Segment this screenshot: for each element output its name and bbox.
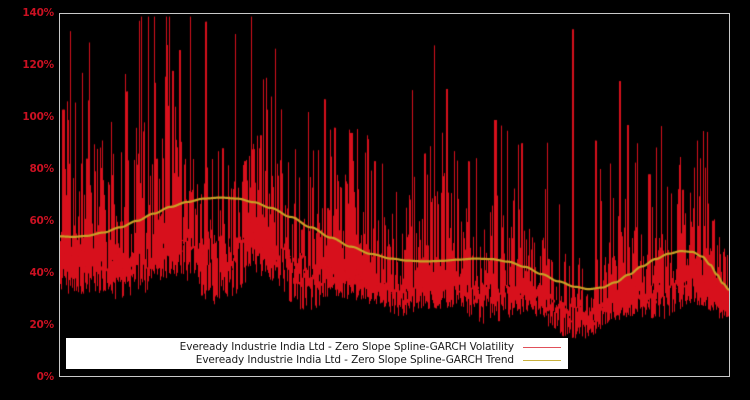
y-tick-label-80: 80% (29, 163, 54, 175)
legend-item-trend: Eveready Industrie India Ltd - Zero Slop… (67, 354, 567, 367)
y-tick-label-100: 100% (22, 111, 54, 123)
chart-plot-canvas (60, 14, 729, 376)
y-tick-label-40: 40% (29, 267, 54, 279)
chart-legend: Eveready Industrie India Ltd - Zero Slop… (66, 338, 568, 369)
y-tick-label-20: 20% (29, 319, 54, 331)
legend-swatch-volatility-icon (523, 346, 561, 348)
y-axis-tick-labels: 0% 20% 40% 60% 80% 100% 120% 140% (0, 0, 54, 400)
y-tick-label-0: 0% (36, 371, 55, 383)
legend-label-trend: Eveready Industrie India Ltd - Zero Slop… (195, 353, 514, 366)
y-tick-label-120: 120% (22, 59, 54, 71)
legend-item-volatility: Eveready Industrie India Ltd - Zero Slop… (67, 341, 567, 354)
legend-swatch-trend-icon (523, 359, 561, 361)
legend-label-volatility: Eveready Industrie India Ltd - Zero Slop… (179, 340, 514, 353)
plot-area (59, 13, 730, 377)
y-tick-label-60: 60% (29, 215, 54, 227)
y-tick-label-140: 140% (22, 7, 54, 19)
